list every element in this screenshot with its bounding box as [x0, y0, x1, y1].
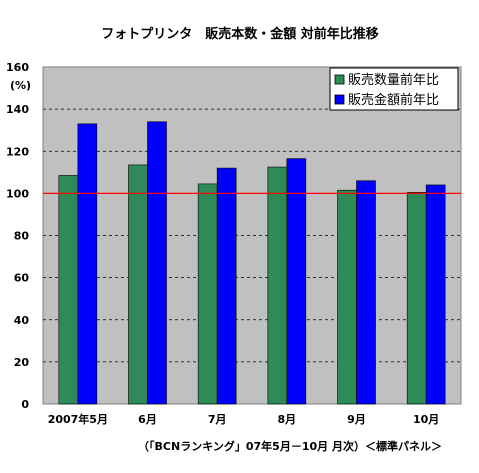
bar-amount [147, 121, 167, 405]
y-tick-label: 60 [14, 272, 30, 285]
source-note: （「BCNランキング」07年5月－10月 月次）＜標準パネル＞ [138, 439, 442, 453]
y-tick-label: 160 [6, 61, 29, 74]
bar-quantity [128, 164, 148, 405]
y-axis-ticks: 0 20 40 60 80 100 120 140 160 [6, 61, 29, 411]
legend-swatch-amount [334, 94, 345, 105]
y-tick-label: 120 [6, 145, 29, 158]
bar-amount [425, 184, 446, 405]
legend: 販売数量前年比 販売金額前年比 [329, 67, 459, 111]
y-tick-label: 40 [14, 314, 30, 327]
y-tick-label: 100 [6, 187, 29, 200]
bar-amount [216, 167, 237, 405]
bar-quantity [267, 166, 288, 405]
bar-amount [356, 180, 376, 405]
x-tick-label: 8月 [278, 413, 297, 426]
x-tick-label: 7月 [208, 413, 227, 426]
chart-title: フォトプリンタ 販売本数・金額 対前年比推移 [101, 26, 379, 42]
bar-quantity [58, 175, 79, 405]
bar-quantity [197, 183, 218, 405]
y-tick-label: 140 [6, 103, 29, 116]
x-tick-label: 9月 [347, 413, 366, 426]
y-tick-label: 0 [21, 398, 29, 411]
bar-quantity [337, 189, 357, 405]
x-tick-label: 6月 [138, 413, 157, 426]
y-tick-label: 20 [14, 356, 30, 369]
x-tick-label: 2007年5月 [48, 412, 108, 426]
legend-swatch-quantity [334, 74, 345, 85]
x-axis-ticks: 2007年5月 6月 7月 8月 9月 10月 [48, 412, 440, 426]
x-tick-label: 10月 [413, 413, 439, 426]
legend-box [329, 67, 459, 111]
bar-amount [286, 158, 307, 405]
legend-label-quantity: 販売数量前年比 [348, 72, 439, 88]
y-axis-unit-label: (%) [10, 79, 31, 92]
y-tick-label: 80 [14, 230, 30, 243]
bar-quantity [406, 192, 427, 405]
legend-label-amount: 販売金額前年比 [348, 92, 439, 108]
bar-amount [77, 123, 98, 405]
